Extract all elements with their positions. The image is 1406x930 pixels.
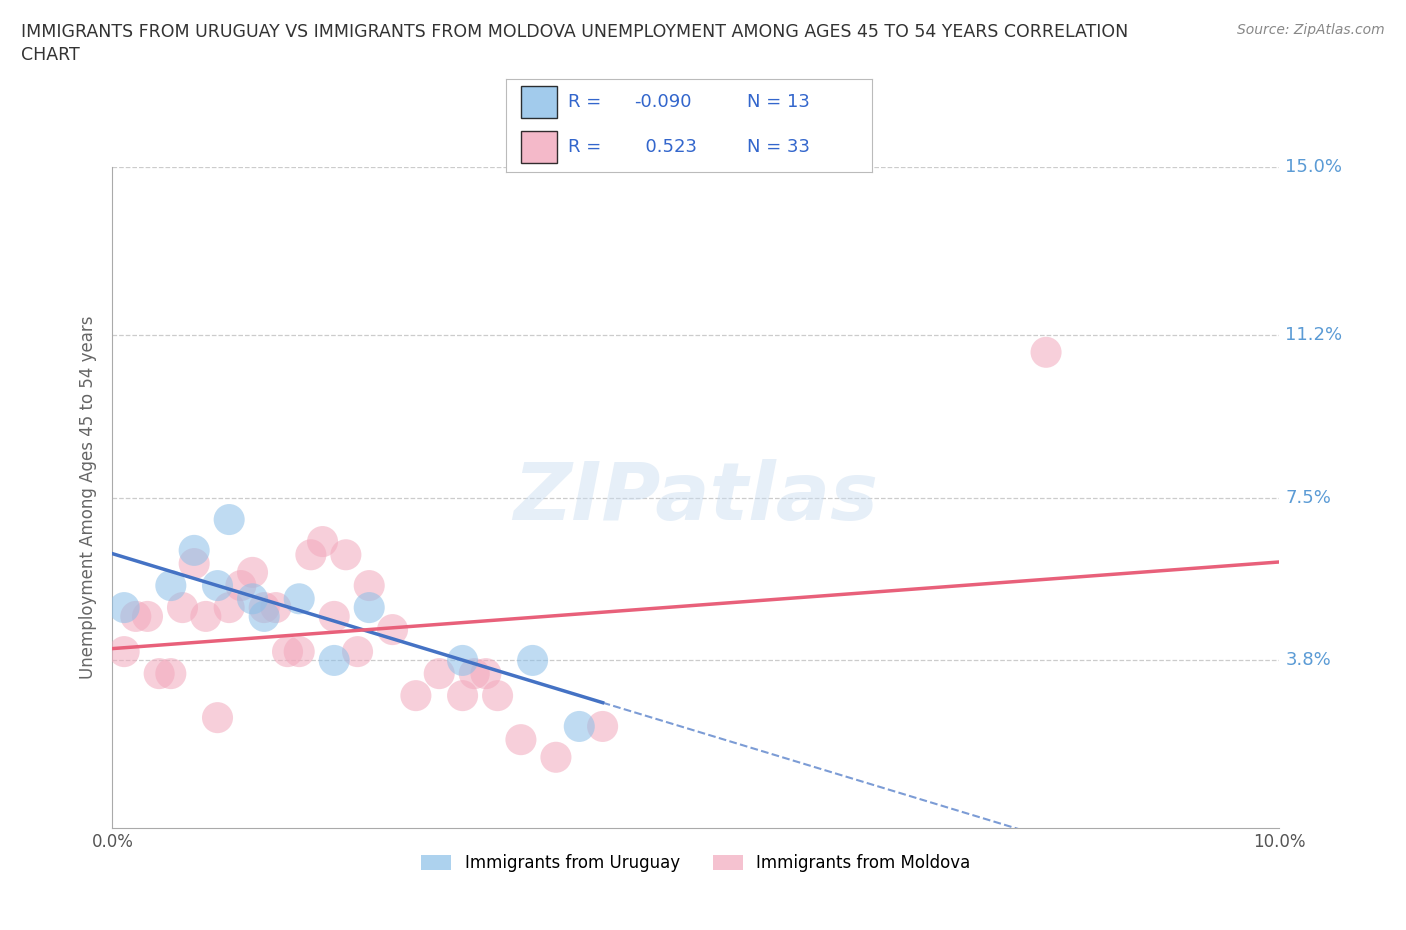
Point [544,750,567,764]
Point [359,578,381,593]
Point [359,600,381,615]
Point [218,512,240,527]
Point [207,711,229,725]
Point [160,666,183,681]
Point [136,609,159,624]
Point [253,609,276,624]
Point [160,578,183,593]
Text: 11.2%: 11.2% [1285,326,1343,344]
Text: ZIPatlas: ZIPatlas [513,458,879,537]
Point [264,600,287,615]
Point [218,600,240,615]
Point [172,600,194,615]
Text: 0.523: 0.523 [634,138,697,156]
Point [323,609,346,624]
Point [288,591,311,606]
Point [125,609,148,624]
Text: 15.0%: 15.0% [1285,158,1343,177]
Point [381,622,404,637]
Point [311,534,333,549]
Point [183,556,205,571]
Text: CHART: CHART [21,46,80,64]
Point [299,548,322,563]
Point [276,644,298,659]
Point [451,688,474,703]
Point [242,591,264,606]
Point [207,578,229,593]
Point [148,666,170,681]
Point [509,732,531,747]
Point [463,666,485,681]
Point [346,644,368,659]
Point [112,644,135,659]
Point [568,719,591,734]
Point [405,688,427,703]
Point [451,653,474,668]
Point [229,578,252,593]
Text: N = 13: N = 13 [748,93,810,112]
Legend: Immigrants from Uruguay, Immigrants from Moldova: Immigrants from Uruguay, Immigrants from… [415,847,977,879]
Text: 3.8%: 3.8% [1285,651,1331,670]
Point [242,565,264,579]
Point [253,600,276,615]
Text: Source: ZipAtlas.com: Source: ZipAtlas.com [1237,23,1385,37]
Point [323,653,346,668]
Point [475,666,498,681]
FancyBboxPatch shape [520,131,557,163]
Point [522,653,544,668]
Point [183,543,205,558]
Point [194,609,217,624]
Point [335,548,357,563]
Text: R =: R = [568,138,602,156]
Y-axis label: Unemployment Among Ages 45 to 54 years: Unemployment Among Ages 45 to 54 years [79,316,97,679]
Text: 7.5%: 7.5% [1285,488,1331,507]
Text: -0.090: -0.090 [634,93,692,112]
Point [486,688,509,703]
Point [288,644,311,659]
Point [1035,345,1057,360]
FancyBboxPatch shape [520,86,557,118]
Text: R =: R = [568,93,602,112]
Point [592,719,614,734]
Text: IMMIGRANTS FROM URUGUAY VS IMMIGRANTS FROM MOLDOVA UNEMPLOYMENT AMONG AGES 45 TO: IMMIGRANTS FROM URUGUAY VS IMMIGRANTS FR… [21,23,1129,41]
Point [427,666,450,681]
Text: N = 33: N = 33 [748,138,810,156]
Point [112,600,135,615]
